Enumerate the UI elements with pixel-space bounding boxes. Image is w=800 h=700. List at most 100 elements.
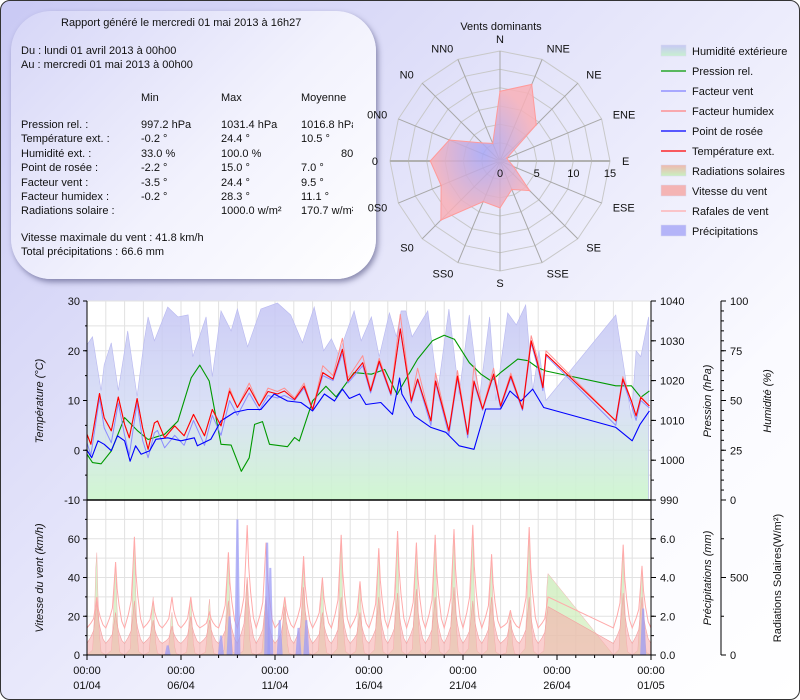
radiation-tick-label: 500 (730, 573, 748, 585)
humidity-tick-label: 50 (730, 396, 742, 408)
legend-swatch-area (660, 224, 687, 237)
temperature-tick-label: 30 (68, 296, 80, 308)
wind-rose-point (499, 90, 501, 93)
wind-rose-direction-label: S0 (400, 242, 413, 254)
precipitation-bar (295, 627, 302, 655)
x-tick-time: 00:00 (261, 665, 289, 677)
x-tick-time: 00:00 (355, 665, 383, 677)
wind-rose-spoke (499, 118, 602, 162)
row-max: 1000.0 w/m² (221, 205, 282, 218)
wind-rose-point (491, 142, 494, 145)
humidity-tick-label: 0 (730, 495, 736, 507)
wind-tick-label: 0 (74, 650, 80, 662)
row-avg: 10.5 ° (301, 133, 330, 146)
temperature-line (87, 328, 650, 450)
wind-rose-direction-label: E (622, 156, 629, 168)
legend-label: Pression rel. (692, 66, 753, 78)
wind-rose-point (505, 157, 508, 159)
row-max: 24.4 ° (221, 133, 250, 146)
legend-item: Vitesse du vent (660, 184, 767, 198)
bottom-panel-series (87, 519, 651, 655)
wind-rose-point (512, 165, 515, 168)
legend-label: Rafales de vent (692, 206, 768, 218)
wind-rose-direction-label: NN0 (431, 43, 453, 55)
x-tick-time: 00:00 (167, 665, 195, 677)
precipitation-bar (234, 519, 241, 655)
legend-label: Facteur humidex (692, 106, 774, 118)
x-tick-time: 00:00 (73, 665, 101, 677)
row-min: 33.0 % (141, 147, 176, 160)
legend-item: Humidité extérieure (660, 44, 787, 58)
wind-rose-title: Vents dominants (460, 21, 542, 33)
precipitation-bar (164, 645, 171, 655)
row-avg: 80 (341, 147, 353, 160)
row-label: Point de rosée : (21, 162, 99, 175)
temperature-tick-label: 20 (68, 346, 80, 358)
precipitation-bar (226, 616, 233, 655)
row-label: Facteur vent : (21, 176, 89, 189)
wind-rose-scale-label: 5 (534, 168, 540, 180)
row-min: -0.2 ° (141, 133, 168, 146)
x-tick-date: 01/05 (637, 680, 665, 692)
legend-item: Pression rel. (661, 66, 753, 78)
wind-axis-title: Vitesse du vent (km/h) (34, 523, 46, 633)
pressure-line (87, 334, 650, 472)
wind-rose-direction-label: ESE (613, 203, 635, 215)
x-tick-date: 16/04 (355, 680, 383, 692)
pressure-axis-title: Pression (hPa) (702, 364, 714, 437)
precipitation-tick-label: 4.0 (660, 573, 675, 585)
wind-rose-point (448, 139, 450, 141)
row-avg: 1016.8 hPa (301, 119, 353, 131)
wind-tick-label: 20 (68, 611, 80, 623)
legend-swatch-area (660, 164, 687, 177)
wind-rose-point (508, 160, 510, 162)
wind-rose-spoke (499, 160, 602, 204)
legend-item: Radiations solaires (660, 164, 785, 178)
temperature-tick-label: 10 (68, 396, 80, 408)
x-tick-date: 01/04 (73, 680, 101, 692)
report-from: Du : lundi 01 avril 2013 à 00h00 (21, 45, 177, 57)
precipitation-bar (640, 608, 647, 655)
x-tick-date: 21/04 (449, 680, 477, 692)
row-max: 1031.4 hPa (221, 119, 278, 131)
total-precip: Total précipitations : 66.6 mm (21, 246, 165, 258)
wind-rose-direction-label: 0N0 (367, 109, 387, 121)
legend: Humidité extérieure Pression rel. Facteur … (660, 44, 787, 238)
row-label: Radiations solaire : (21, 205, 115, 218)
legend-item: Rafales de vent (661, 206, 768, 218)
temperature-tick-label: -10 (64, 495, 80, 507)
legend-swatch-area (660, 44, 687, 57)
wind-rose-direction-label: S (496, 278, 503, 290)
temperature-tick-label: 0 (74, 445, 80, 457)
legend-item: Température ext. (661, 146, 775, 158)
wind-rose-point (510, 188, 513, 191)
row-avg: 11.1 ° (301, 191, 330, 203)
humidity-tick-label: 25 (730, 445, 742, 457)
legend-label: Point de rosée (692, 126, 763, 138)
report-title: Rapport généré le mercredi 01 mai 2013 à… (61, 17, 302, 29)
pressure-tick-label: 1030 (660, 336, 684, 348)
legend-label: Humidité extérieure (692, 46, 787, 58)
x-tick-date: 26/04 (543, 680, 571, 692)
report-to: Au : mercredi 01 mai 2013 à 00h00 (21, 59, 193, 71)
wind-rose-direction-label: NE (586, 70, 601, 82)
precipitation-bar (303, 620, 310, 655)
pressure-tick-label: 1020 (660, 376, 684, 388)
humidity-axis-title: Humidité (%) (762, 369, 774, 433)
max-wind: Vitesse maximale du vent : 41.8 km/h (21, 232, 204, 244)
x-tick-time: 00:00 (543, 665, 571, 677)
wind-rose-direction-label: SSE (547, 269, 569, 281)
precipitation-bar (217, 635, 224, 655)
legend-item: Facteur vent (661, 86, 753, 98)
wind-rose-point (530, 83, 533, 86)
pressure-tick-label: 990 (660, 495, 678, 507)
legend-label: Vitesse du vent (692, 186, 767, 198)
precipitation-bar (276, 620, 283, 655)
legend-item: Facteur humidex (661, 106, 774, 118)
dewpoint-line (87, 377, 650, 462)
legend-item: Précipitations (660, 224, 759, 238)
row-max: 24.4 ° (221, 176, 250, 189)
wind-rose-point (481, 142, 483, 144)
